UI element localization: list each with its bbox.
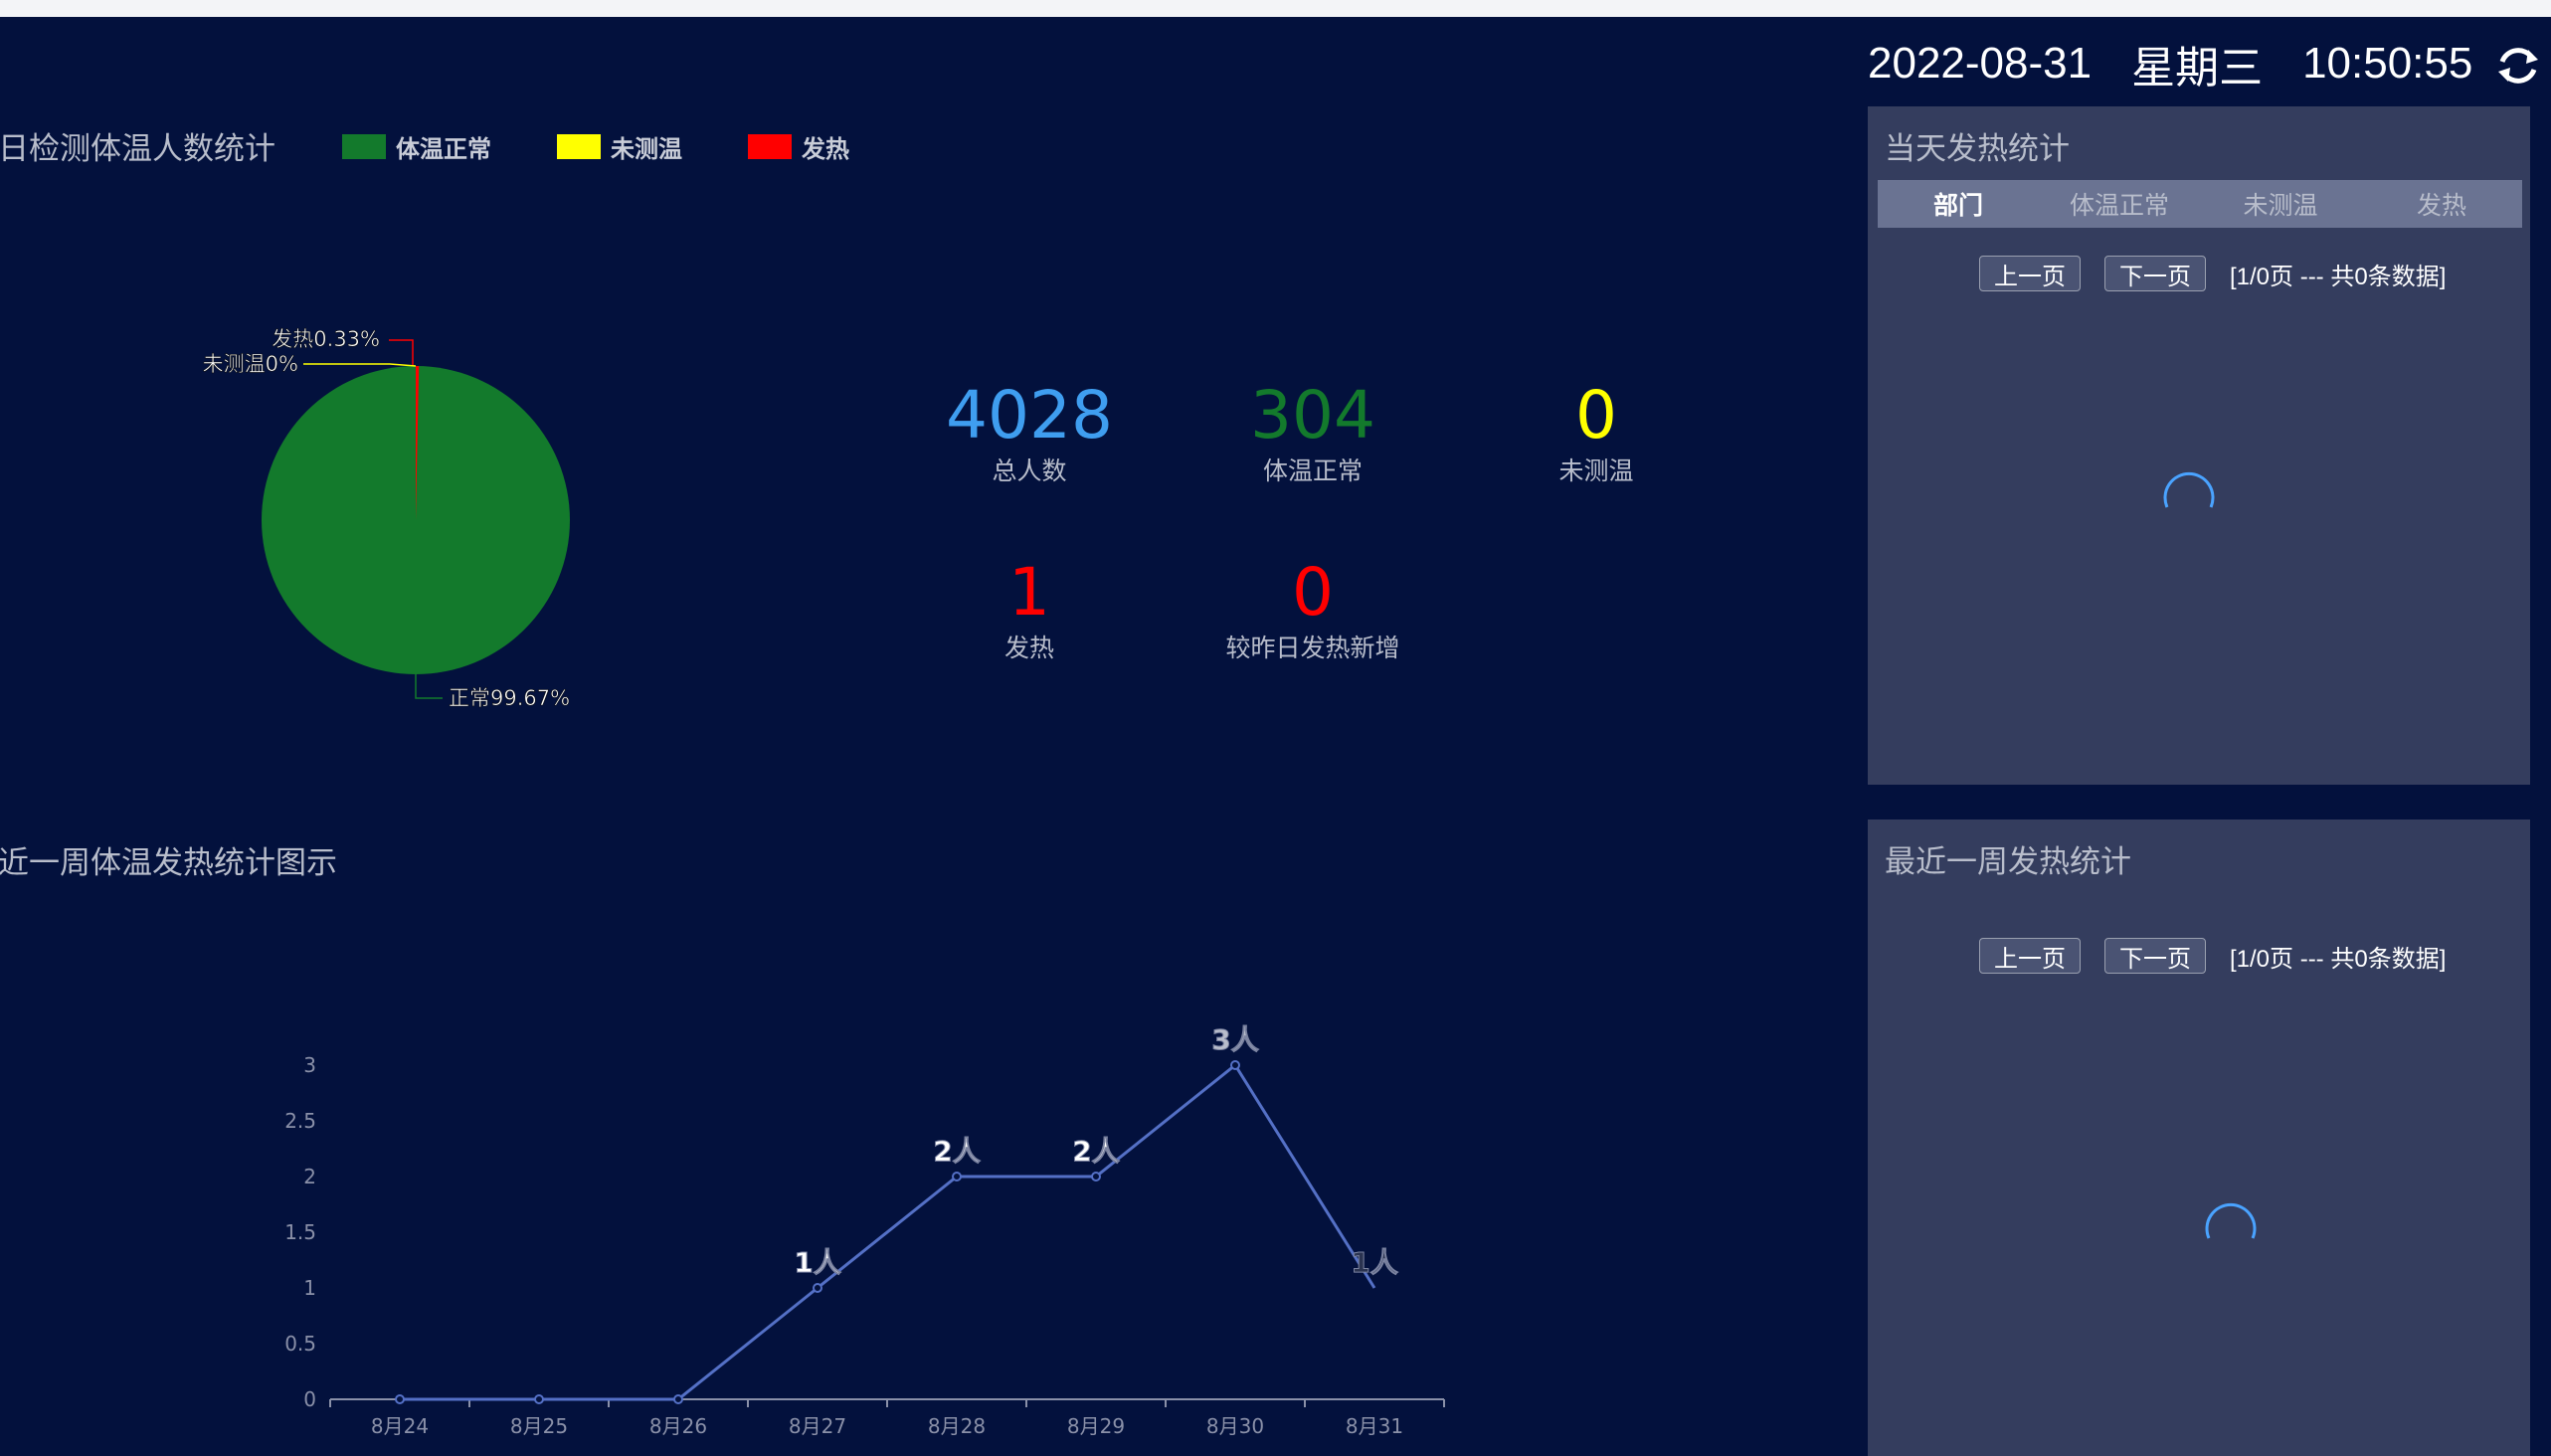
- week-line-chart: 0 0.5 1 1.5 2 2.5 3 8月24 8月25 8月26 8月27 8月28 8月29 8月3…: [284, 1023, 1445, 1438]
- stat-normal-label: 体温正常: [1262, 456, 1363, 485]
- stat-untested: 0 未测温: [1457, 380, 1735, 487]
- stat-total: 4028 总人数: [890, 380, 1169, 487]
- legend-item-untested[interactable]: 未测温: [557, 129, 682, 164]
- refresh-icon[interactable]: [2492, 40, 2544, 91]
- data-point: [952, 1172, 962, 1182]
- current-date: 2022-08-31: [1868, 39, 2093, 88]
- today-fever-panel: 当天发热统计 部门 体温正常 未测温 发热 上一页 下一页 [1/0页 --- …: [1868, 106, 2530, 785]
- y-tick-label: 0: [303, 1387, 316, 1411]
- column-untested[interactable]: 未测温: [2243, 191, 2318, 220]
- today-pager: 上一页 下一页 [1/0页 --- 共0条数据]: [1979, 256, 2446, 291]
- week-fever-panel: 最近一周发热统计 上一页 下一页 [1/0页 --- 共0条数据]: [1868, 819, 2530, 1456]
- today-chart-title: 日检测体温人数统计: [0, 131, 275, 167]
- pie-legend: 体温正常 未测温 发热: [342, 129, 915, 164]
- stat-normal-value: 304: [1250, 377, 1375, 454]
- loading-spinner-icon: [2163, 471, 2215, 508]
- x-tick-label: 8月29: [1067, 1414, 1125, 1438]
- week-chart-title: 近一周体温发热统计图示: [0, 845, 337, 881]
- x-tick-label: 8月27: [789, 1414, 846, 1438]
- x-tick-label: 8月24: [371, 1414, 429, 1438]
- x-tick-label: 8月26: [649, 1414, 707, 1438]
- data-point: [534, 1394, 544, 1404]
- pie-leader-untested: [303, 363, 417, 367]
- y-tick-label: 2.5: [284, 1109, 316, 1133]
- legend-label-normal: 体温正常: [396, 135, 491, 163]
- stat-new-fever-value: 0: [1292, 554, 1334, 631]
- current-time: 10:50:55: [2302, 39, 2473, 88]
- legend-swatch-fever: [748, 134, 792, 159]
- today-prev-button[interactable]: 上一页: [1979, 256, 2081, 291]
- pie-label-fever: 发热0.33%: [272, 327, 380, 351]
- x-tick-label: 8月25: [510, 1414, 568, 1438]
- y-tick-label: 1.5: [284, 1220, 316, 1244]
- loading-spinner-icon: [2205, 1202, 2257, 1239]
- week-pager: 上一页 下一页 [1/0页 --- 共0条数据]: [1979, 938, 2446, 974]
- data-point: [1091, 1172, 1101, 1182]
- stat-untested-value: 0: [1575, 377, 1617, 454]
- data-label: 1人: [1351, 1246, 1397, 1279]
- week-page-info: [1/0页 --- 共0条数据]: [2230, 945, 2447, 973]
- week-prev-button[interactable]: 上一页: [1979, 938, 2081, 974]
- legend-swatch-untested: [557, 134, 601, 159]
- today-next-button[interactable]: 下一页: [2104, 256, 2206, 291]
- y-tick-label: 1: [303, 1276, 316, 1300]
- data-point: [395, 1394, 405, 1404]
- pie-label-normal: 正常99.67%: [449, 686, 570, 710]
- stat-total-value: 4028: [946, 377, 1113, 454]
- x-tick-label: 8月28: [928, 1414, 986, 1438]
- column-fever[interactable]: 发热: [2416, 191, 2466, 220]
- data-point: [673, 1394, 683, 1404]
- x-tick-label: 8月31: [1346, 1414, 1403, 1438]
- legend-label-untested: 未测温: [611, 135, 682, 163]
- pie-slice-fever[interactable]: [416, 366, 420, 520]
- data-label: 1人: [794, 1246, 840, 1279]
- legend-item-normal[interactable]: 体温正常: [342, 129, 491, 164]
- header-clock: 2022-08-31 星期三 10:50:55: [1868, 34, 2472, 93]
- data-point: [813, 1283, 822, 1293]
- stat-untested-label: 未测温: [1558, 456, 1634, 485]
- y-tick-label: 2: [303, 1165, 316, 1188]
- pie-leader-fever: [389, 339, 414, 366]
- stat-normal: 304 体温正常: [1174, 380, 1452, 487]
- pie-chart: 发热0.33% 未测温0% 正常99.67%: [202, 327, 570, 711]
- today-table-header: 部门 体温正常 未测温 发热: [1878, 180, 2522, 228]
- week-next-button[interactable]: 下一页: [2104, 938, 2206, 974]
- legend-item-fever[interactable]: 发热: [748, 129, 849, 164]
- data-point: [1230, 1060, 1240, 1070]
- data-label: 2人: [1072, 1135, 1119, 1168]
- stat-fever-label: 发热: [1003, 634, 1054, 662]
- data-label: 2人: [933, 1135, 980, 1168]
- current-weekday: 星期三: [2131, 44, 2264, 92]
- legend-swatch-normal: [342, 134, 386, 159]
- browser-top-strip: [0, 0, 2551, 17]
- stat-total-label: 总人数: [992, 456, 1067, 485]
- column-normal[interactable]: 体温正常: [2069, 191, 2169, 220]
- stat-fever: 1 发热: [890, 557, 1169, 664]
- y-tick-label: 0.5: [284, 1332, 316, 1356]
- data-label: 3人: [1211, 1023, 1258, 1056]
- stat-fever-value: 1: [1008, 554, 1050, 631]
- y-tick-label: 3: [303, 1053, 316, 1077]
- legend-label-fever: 发热: [802, 135, 849, 163]
- stat-new-fever-label: 较昨日发热新增: [1225, 634, 1400, 662]
- week-panel-title: 最近一周发热统计: [1885, 844, 2131, 880]
- today-page-info: [1/0页 --- 共0条数据]: [2230, 263, 2447, 290]
- x-tick-label: 8月30: [1206, 1414, 1264, 1438]
- column-department[interactable]: 部门: [1932, 191, 1983, 220]
- series-line: [400, 1062, 1376, 1401]
- pie-label-untested: 未测温0%: [203, 352, 298, 376]
- today-panel-title: 当天发热统计: [1885, 131, 2070, 167]
- stat-new-fever: 0 较昨日发热新增: [1174, 557, 1452, 664]
- pie-leader-normal: [415, 674, 443, 699]
